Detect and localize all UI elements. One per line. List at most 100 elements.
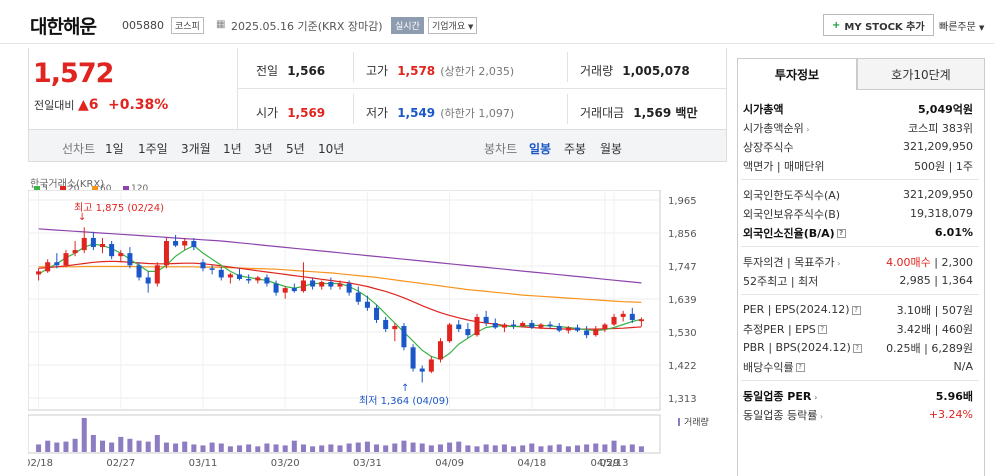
candle-body: [456, 324, 462, 330]
tab-period-1w[interactable]: 1주일: [138, 142, 168, 156]
down-arrow-icon: ↓: [78, 212, 86, 223]
tab-period-3y[interactable]: 3년: [254, 142, 273, 156]
legend-ma20-label: 20: [68, 184, 80, 194]
volume-bar: [355, 442, 361, 452]
current-price: 1,572: [33, 58, 114, 89]
candle-body: [511, 324, 517, 327]
tab-investment-info[interactable]: 투자정보: [737, 58, 857, 90]
info-label: 액면가 | 매매단위: [743, 159, 825, 173]
candle-body: [255, 277, 261, 281]
quick-order-dropdown[interactable]: 빠른주문 ▼: [939, 18, 984, 33]
candle-body: [237, 274, 243, 279]
prev-label: 전일: [256, 64, 279, 78]
realtime-button[interactable]: 실시간: [391, 17, 424, 34]
info-value: 5,049억원: [917, 102, 973, 116]
volume-bar: [154, 435, 160, 452]
candle-body: [36, 271, 42, 275]
help-icon[interactable]: ?: [817, 325, 827, 334]
corp-overview-label: 기업개요: [432, 22, 466, 32]
candle-body: [337, 283, 343, 287]
candle-body: [273, 283, 279, 293]
info-label[interactable]: 동일업종 등락률 ›: [743, 408, 824, 422]
candle-body: [392, 326, 398, 330]
candle-body: [90, 237, 96, 248]
candle-body: [310, 280, 316, 287]
y-tick-label: 1,313: [668, 394, 697, 405]
legend-swatch: [92, 186, 98, 192]
legend-ma120-label: 120: [131, 184, 149, 194]
candle-body: [282, 288, 288, 293]
info-label: 상장주식수: [743, 140, 794, 154]
change-label: 전일대비: [34, 99, 75, 112]
info-row: 52주최고 | 최저 2,985 | 1,364: [743, 272, 973, 289]
volume-bar: [374, 444, 380, 452]
up-arrow-icon: ▲: [77, 97, 89, 113]
divider: [353, 52, 354, 82]
volume-bar: [246, 444, 252, 452]
candle-body: [611, 316, 617, 325]
divider: [567, 52, 568, 82]
help-icon[interactable]: ?: [836, 229, 846, 238]
help-icon[interactable]: ?: [852, 343, 862, 353]
low-price: 저가 1,549 (하한가 1,097): [366, 102, 514, 121]
tab-candle-chart[interactable]: 봉차트: [484, 142, 518, 156]
price-chart[interactable]: 1,965 1,856 1,747 1,639 1,530 1,422 1,313 02/1…: [28, 190, 732, 476]
high-label: 고가: [366, 64, 389, 78]
info-label[interactable]: 시가총액순위 ›: [743, 121, 810, 135]
volume-bar: [538, 446, 544, 452]
info-value: 6.01%: [934, 226, 973, 239]
candle-body: [81, 237, 87, 251]
tab-period-1y[interactable]: 1년: [223, 142, 242, 156]
info-label: 시가총액: [743, 102, 784, 116]
tab-order-book[interactable]: 호가10단계: [857, 58, 985, 90]
info-label[interactable]: 투자의견 | 목표주가 ›: [743, 255, 841, 269]
tab-period-5y[interactable]: 5년: [286, 142, 305, 156]
info-label[interactable]: 배당수익률?: [743, 359, 805, 375]
tab-period-1d[interactable]: 1일: [105, 142, 124, 156]
open-label: 시가: [256, 106, 279, 120]
change-value: 6: [88, 97, 99, 113]
info-label[interactable]: 동일업종 PER ›: [743, 389, 818, 403]
tab-line-chart[interactable]: 선차트: [62, 142, 96, 156]
info-row: 투자의견 | 목표주가 › 4.00매수 | 2,300: [743, 253, 973, 270]
info-label[interactable]: PBR | BPS(2024.12)?: [743, 341, 862, 354]
candle-body: [173, 240, 179, 246]
candle-body: [584, 330, 590, 336]
info-label[interactable]: 외국인소진율(B/A)?: [743, 225, 846, 241]
tab-period-3m[interactable]: 3개월: [181, 142, 211, 156]
tab-daily[interactable]: 일봉: [529, 142, 552, 156]
help-icon[interactable]: ?: [795, 363, 805, 372]
high-price: 고가 1,578 (상한가 2,035): [366, 60, 514, 79]
volume-bar: [529, 443, 535, 452]
volume-bar: [90, 435, 96, 452]
info-row: 외국인소진율(B/A)? 6.01%: [743, 224, 973, 241]
volume-bar: [419, 443, 425, 452]
candle-body: [401, 326, 407, 348]
corp-overview-dropdown[interactable]: 기업개요 ▼: [428, 17, 478, 34]
tab-period-10y[interactable]: 10년: [318, 142, 345, 156]
y-tick-label: 1,530: [668, 328, 697, 339]
candle-body: [620, 313, 626, 317]
candle-body: [319, 281, 325, 287]
candle-body: [200, 262, 206, 269]
info-label[interactable]: PER | EPS(2024.12)?: [743, 303, 861, 316]
y-tick-label: 1,422: [668, 361, 697, 372]
volume-bar: [81, 418, 87, 452]
volume-bar: [173, 443, 179, 452]
y-tick-label: 1,965: [668, 196, 697, 207]
legend-ma60-label: 60: [100, 184, 112, 194]
info-value: 5.96배: [935, 389, 973, 403]
volume-bar: [447, 442, 453, 452]
candle-body: [629, 313, 635, 320]
volume-bar: [237, 445, 243, 452]
info-label[interactable]: 추정PER | EPS?: [743, 321, 827, 337]
x-tick-label: 02/18: [28, 458, 53, 469]
volume-bar: [218, 443, 224, 452]
help-icon[interactable]: ?: [851, 305, 861, 315]
volume-bar: [255, 446, 261, 452]
info-row: PER | EPS(2024.12)? 3.10배 | 507원: [743, 301, 973, 318]
candle-body: [374, 307, 380, 320]
my-stock-add-button[interactable]: + MY STOCK 추가: [823, 14, 934, 36]
tab-monthly[interactable]: 월봉: [600, 142, 623, 156]
tab-weekly[interactable]: 주봉: [564, 142, 587, 156]
